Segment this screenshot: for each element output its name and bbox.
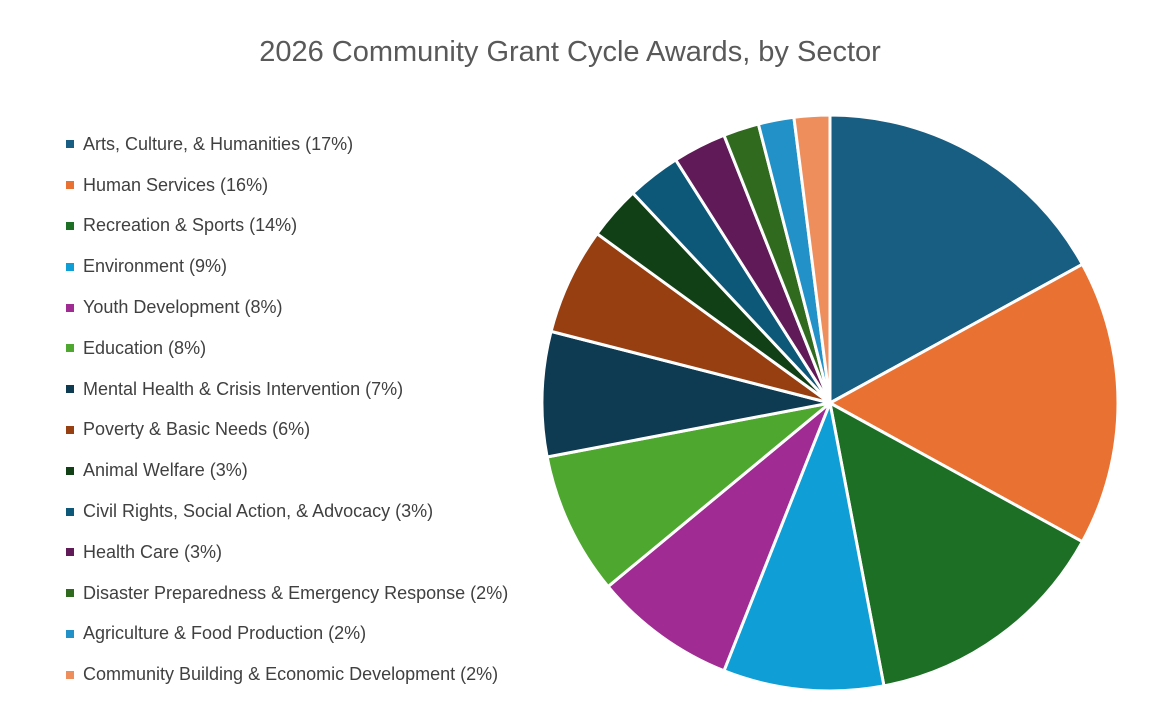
legend-label: Environment (9%) [83,256,228,277]
legend-item: Human Services (16%) [66,165,508,206]
legend-label: Disaster Preparedness & Emergency Respon… [83,582,509,603]
legend-swatch [66,262,74,271]
legend-swatch [66,466,74,475]
legend-item: Community Building & Economic Developmen… [66,654,508,695]
legend-swatch [66,670,74,679]
legend-swatch [66,548,74,557]
legend-item: Mental Health & Crisis Intervention (7%) [66,369,508,410]
pie-slice [540,329,832,459]
legend-label: Mental Health & Crisis Intervention (7%) [83,378,404,399]
legend-label: Agriculture & Food Production (2%) [83,623,367,644]
pie-slice [828,262,1120,544]
legend-swatch [66,140,74,149]
legend-item: Animal Welfare (3%) [66,450,508,491]
legend-item: Arts, Culture, & Humanities (17%) [66,124,508,165]
legend-label: Youth Development (8%) [83,297,283,318]
legend-label: Animal Welfare (3%) [83,460,248,481]
pie-slice [545,401,832,589]
legend-item: Health Care (3%) [66,532,508,573]
legend-label: Health Care (3%) [83,541,223,562]
legend-item: Education (8%) [66,328,508,369]
legend-label: Recreation & Sports (14%) [83,215,298,236]
legend-swatch [66,589,74,598]
pie-slice [792,113,832,405]
legend-label: Human Services (16%) [83,174,269,195]
legend: Arts, Culture, & Humanities (17%) Human S… [66,124,508,695]
chart-title: 2026 Community Grant Cycle Awards, by Se… [259,36,881,68]
legend-swatch [66,385,74,394]
legend-label: Civil Rights, Social Action, & Advocacy … [83,501,434,522]
legend-label: Community Building & Economic Developmen… [83,664,499,685]
legend-swatch [66,344,74,353]
legend-swatch [66,221,74,230]
legend-item: Recreation & Sports (14%) [66,206,508,247]
pie-slice [828,401,1084,688]
legend-label: Poverty & Basic Needs (6%) [83,419,311,440]
legend-swatch [66,507,74,516]
pie-slice [828,113,1084,405]
legend-swatch [66,629,74,638]
legend-swatch [66,303,74,312]
legend-label: Arts, Culture, & Humanities (17%) [83,133,354,154]
legend-item: Poverty & Basic Needs (6%) [66,410,508,451]
legend-swatch [66,425,74,434]
legend-item: Agriculture & Food Production (2%) [66,614,508,655]
legend-item: Youth Development (8%) [66,287,508,328]
legend-label: Education (8%) [83,337,207,358]
pie-slice [606,401,832,673]
pie-slice [722,401,886,693]
legend-item: Environment (9%) [66,246,508,287]
legend-swatch [66,181,74,190]
legend-item: Disaster Preparedness & Emergency Respon… [66,573,508,614]
legend-item: Civil Rights, Social Action, & Advocacy … [66,491,508,532]
